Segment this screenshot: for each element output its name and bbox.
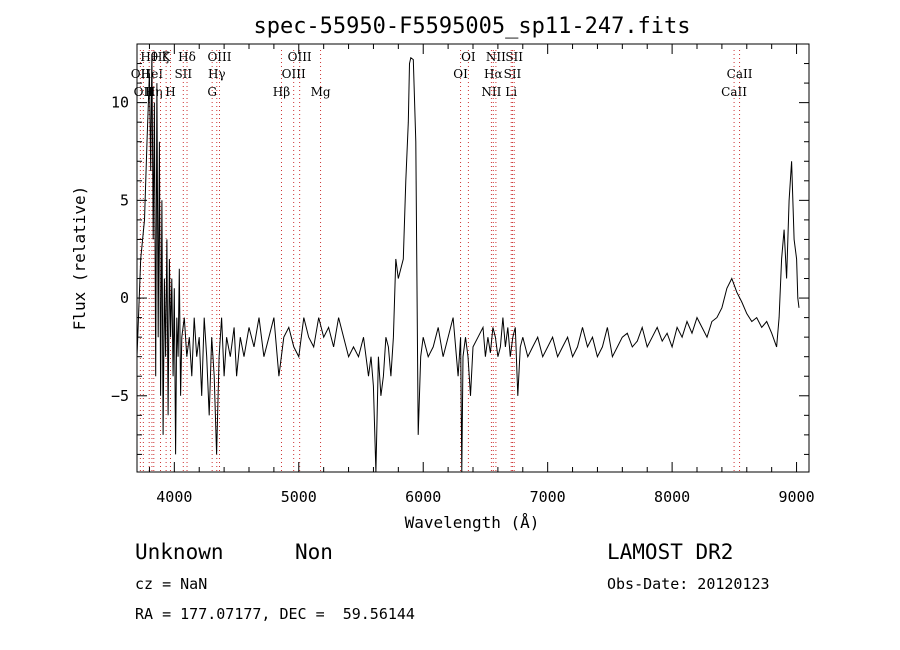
line-marker-label: Hη (145, 85, 163, 99)
line-marker-label: SII (174, 67, 192, 81)
line-marker-label: OIII (288, 50, 312, 64)
obs-date: Obs-Date: 20120123 (607, 575, 770, 593)
line-marker-label: Hγ (208, 67, 226, 81)
line-marker-label: Mg (311, 85, 331, 99)
line-marker-label: OII (131, 67, 151, 81)
redshift-value: cz = NaN (135, 575, 208, 593)
y-axis-label: Flux (relative) (70, 186, 89, 331)
chart-title: spec-55950-F5595005_sp11-247.fits (253, 14, 690, 39)
line-marker-label: Hθ (140, 50, 158, 64)
line-marker-label: CaII (727, 67, 753, 81)
x-tick-label: 9000 (778, 488, 814, 506)
line-marker-label: Hβ (273, 85, 290, 99)
plot-frame (136, 43, 810, 473)
line-marker-label: OI (461, 50, 476, 64)
y-tick-label: 0 (120, 289, 129, 307)
line-marker-label: H (165, 85, 175, 99)
spectrum-line (136, 53, 800, 473)
line-marker-label: Hζ (152, 50, 169, 64)
line-marker-label: Li (505, 85, 517, 99)
line-marker-label: NII (481, 85, 501, 99)
y-tick-label: 5 (120, 191, 129, 209)
x-axis-label: Wavelength (Å) (405, 513, 540, 532)
x-tick-label: 8000 (654, 488, 690, 506)
object-subclass: Non (295, 540, 333, 564)
x-axis: 4000 5000 6000 7000 8000 9000 (148, 44, 815, 506)
line-marker-label: K (162, 50, 172, 64)
line-marker-label: G (207, 85, 217, 99)
x-tick-label: 5000 (281, 488, 317, 506)
line-marker-label: OIII (207, 50, 231, 64)
object-class: Unknown (135, 540, 224, 564)
line-marker-label: Hα (484, 67, 503, 81)
line-marker-label: Hδ (178, 50, 196, 64)
line-marker-label: NII (486, 50, 506, 64)
line-marker-label: OIII (282, 67, 306, 81)
line-marker-label: SII (504, 67, 522, 81)
line-marker-label: OI (453, 67, 468, 81)
y-tick-label: −5 (111, 387, 129, 405)
line-marker-label: SII (505, 50, 523, 64)
x-tick-label: 6000 (405, 488, 441, 506)
y-axis: −5 0 5 10 (111, 63, 809, 455)
line-marker-label: CaII (721, 85, 747, 99)
coordinates: RA = 177.07177, DEC = 59.56144 (135, 605, 415, 623)
y-tick-label: 10 (111, 94, 129, 112)
x-tick-label: 7000 (530, 488, 566, 506)
x-tick-label: 4000 (156, 488, 192, 506)
survey-name: LAMOST DR2 (607, 540, 734, 564)
line-markers: OIIOIIHθHeIHηHζKHSIIHδGHγOIIIHβOIIIOIIIM… (131, 50, 753, 472)
